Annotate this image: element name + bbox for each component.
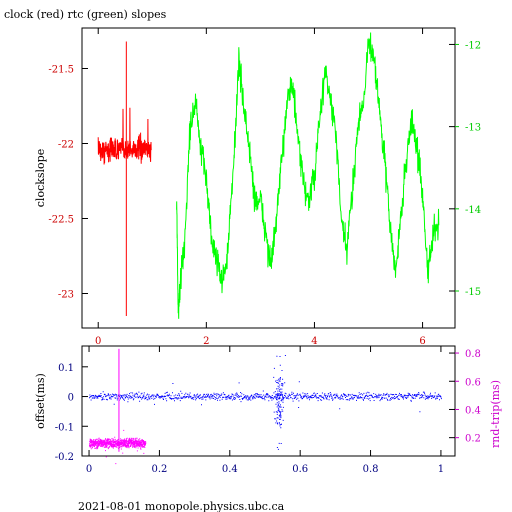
slope-x-tick-label: 2 [203,336,209,347]
slope-left-tick-label: -22.5 [48,215,74,226]
offset-x-tick-label: 1 [438,464,444,475]
chart-title: clock (red) rtc (green) slopes [4,8,167,21]
slope-x-tick-label: 4 [311,336,317,347]
offset-series-1-points [89,381,442,413]
offset-marks: 0 0.2 0.4 0.6 0.8 1 0.1 0 -0.1 -0.2 0.8 0.6 0.4 0.2 [55,346,481,475]
offset-x-tick-label: 0.2 [151,464,167,475]
offset-right-tick-label: 0.2 [465,434,481,445]
offset-left-tick-label: 0 [68,393,74,404]
offset-x-tick-label: 0.6 [292,464,308,475]
offset-series-1-outlier-points [273,355,286,450]
offset-right-tick-label: 0.4 [465,405,481,416]
slope-right-tick-label: -15 [465,287,481,298]
slope-left-tick-label: -22 [58,140,74,151]
footer-host-date: 2021-08-01 monopole.physics.ubc.ca [78,500,285,512]
slope-left-tick-label: -21.5 [48,65,74,76]
offset-left-tick-label: -0.2 [55,452,74,463]
slope-y-axis-label: clockslope [34,149,47,207]
offset-x-tick-label: 0 [86,464,92,475]
offset-left-tick-label: 0.1 [58,363,74,374]
slope-x-tick-label: 0 [95,336,101,347]
slope-series-1-line [97,107,152,165]
slope-panel: clockslope 0 2 4 6 -21.5 -22 -22.5 -23 -12 -13 -14… [34,27,481,347]
offset-left-tick-label: -0.1 [55,422,74,433]
offset-right-tick-label: 0.8 [465,349,481,360]
slope-series-2-line [176,32,440,319]
offset-panel: offset(ms) rnd-trip(ms) 0 0.2 0.4 0.6 0.8 1 0.… [34,345,502,475]
slope-plot-frame [81,27,456,329]
slope-x-tick-label: 6 [419,336,425,347]
slope-right-tick-label: -13 [465,123,481,134]
offset-y-axis-label: offset(ms) [34,373,47,429]
rnd-trip-y-axis-label: rnd-trip(ms) [489,380,502,448]
offset-series-2-points [89,429,147,465]
slope-marks: 0 2 4 6 -21.5 -22 -22.5 -23 -12 -13 -14 -15 [48,28,481,347]
offset-x-tick-label: 0.8 [363,464,379,475]
slope-right-tick-label: -12 [465,40,481,51]
offset-plot-frame [81,345,456,457]
slope-left-tick-label: -23 [58,290,74,301]
offset-x-tick-label: 0.4 [222,464,238,475]
offset-right-tick-label: 0.6 [465,377,481,388]
slope-right-tick-label: -14 [465,205,481,216]
